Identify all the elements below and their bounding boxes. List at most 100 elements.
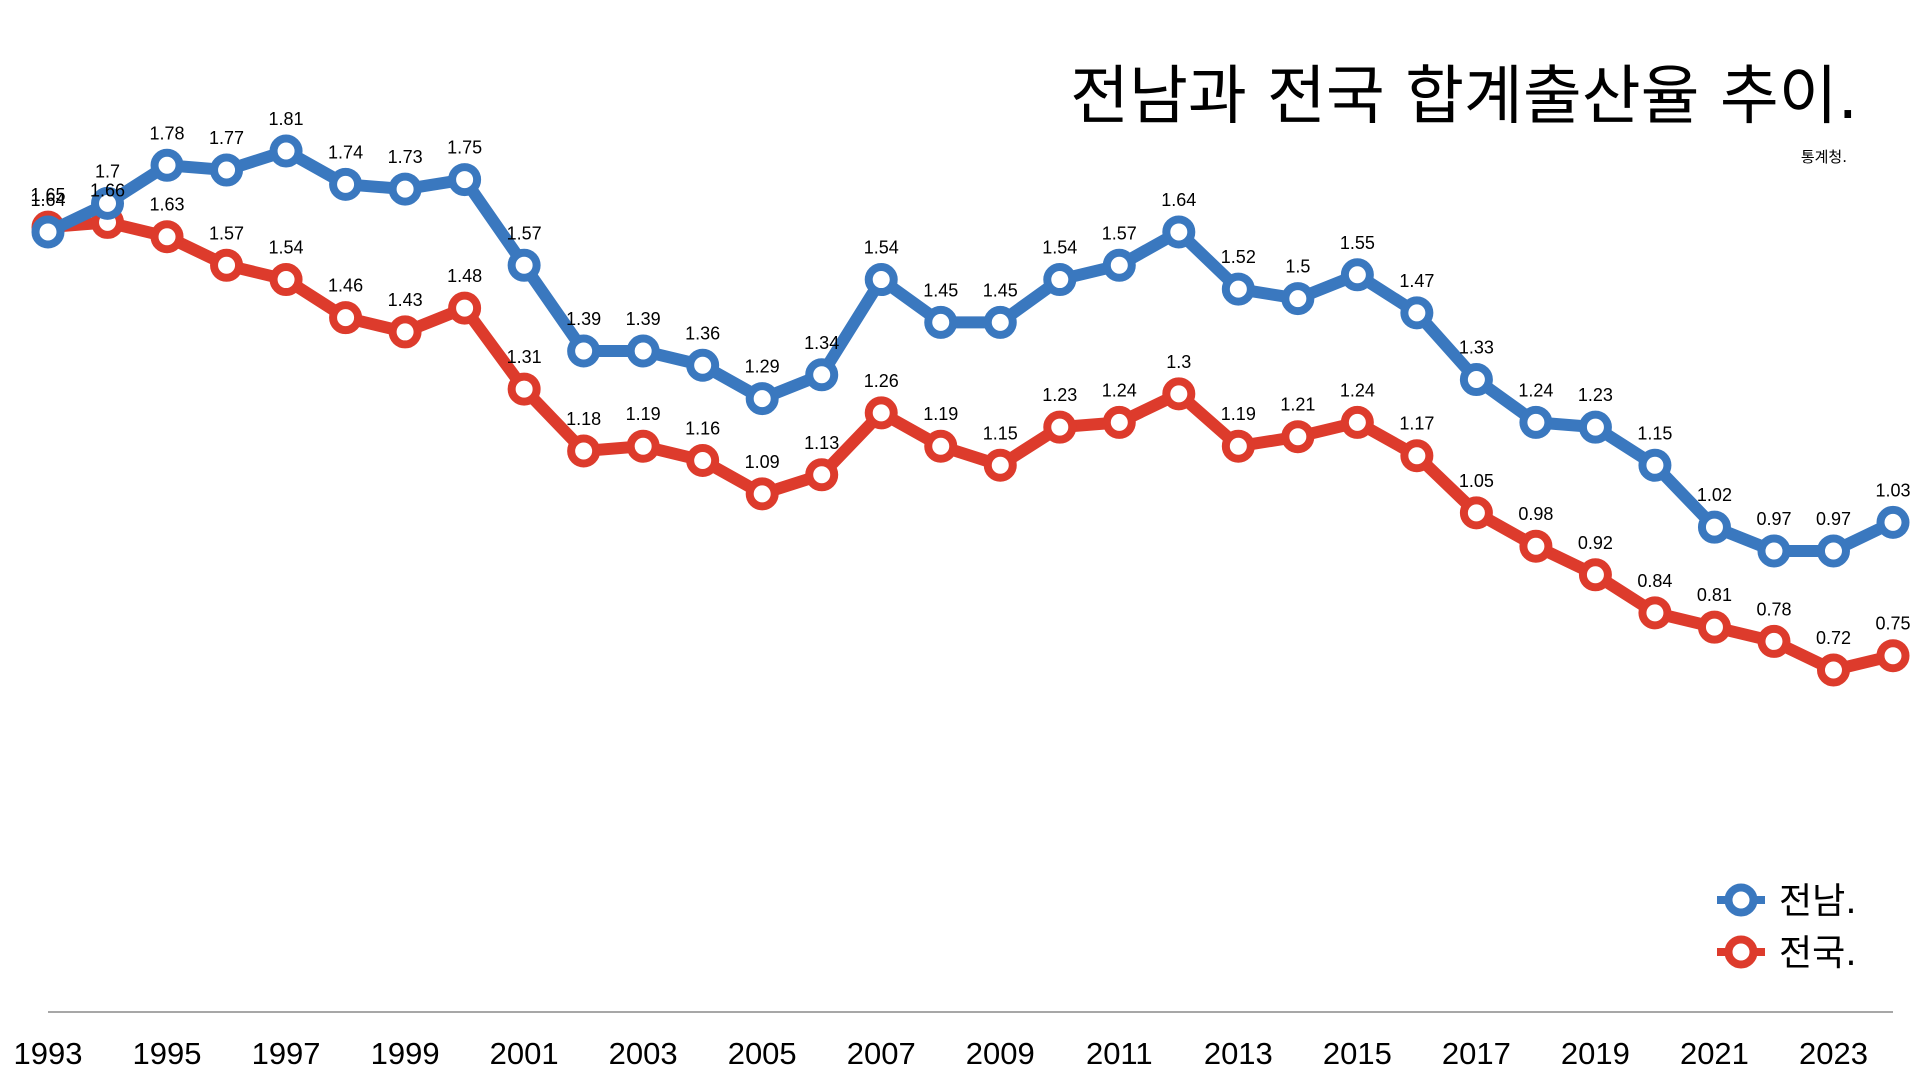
data-point — [1816, 653, 1850, 687]
data-point — [1043, 263, 1077, 297]
data-label: 1.09 — [745, 452, 780, 472]
data-point — [1816, 534, 1850, 568]
legend-swatch-marker — [1724, 935, 1758, 969]
data-point — [745, 477, 779, 511]
data-point — [329, 167, 363, 201]
data-label: 1.17 — [1399, 414, 1434, 434]
data-point — [864, 263, 898, 297]
data-label: 1.47 — [1399, 271, 1434, 291]
data-label: 1.21 — [1280, 395, 1315, 415]
data-point — [983, 305, 1017, 339]
legend-item: 전국. — [1717, 933, 1857, 974]
data-label: 0.92 — [1578, 533, 1613, 553]
data-label: 1.13 — [804, 433, 839, 453]
data-point — [1400, 439, 1434, 473]
data-point — [1638, 596, 1672, 630]
series-1 — [31, 205, 1910, 687]
data-label: 1.46 — [328, 276, 363, 296]
data-point — [1221, 272, 1255, 306]
data-point — [567, 434, 601, 468]
data-point — [805, 458, 839, 492]
data-label: 1.54 — [1042, 238, 1077, 258]
data-label: 1.23 — [1042, 385, 1077, 405]
data-point — [1400, 296, 1434, 330]
data-label: 1.73 — [388, 147, 423, 167]
legend-label: 전국. — [1779, 933, 1857, 974]
data-label: 0.97 — [1756, 509, 1791, 529]
data-label: 0.78 — [1756, 599, 1791, 619]
series-layer: 1.64 1.7 1.78 1.77 1.81 1.74 1.73 1.75 1.57 1.39 1… — [30, 109, 1911, 687]
x-tick-label: 2015 — [1323, 1036, 1392, 1071]
data-label: 1.57 — [209, 223, 244, 243]
data-label: 1.66 — [90, 180, 125, 200]
data-label: 1.15 — [1637, 423, 1672, 443]
data-point — [626, 334, 660, 368]
data-point — [1340, 258, 1374, 292]
x-tick-label: 2023 — [1799, 1036, 1868, 1071]
data-label: 1.18 — [566, 409, 601, 429]
data-label: 1.63 — [150, 195, 185, 215]
data-point — [210, 248, 244, 282]
data-point — [1281, 420, 1315, 454]
x-tick-label: 2003 — [609, 1036, 678, 1071]
data-point — [1578, 410, 1612, 444]
x-tick-label: 2009 — [966, 1036, 1035, 1071]
data-point — [686, 443, 720, 477]
data-point — [210, 153, 244, 187]
data-labels: 1.64 1.7 1.78 1.77 1.81 1.74 1.73 1.75 1.57 1.39 1… — [30, 109, 1910, 648]
data-label: 1.57 — [1102, 223, 1137, 243]
x-tick-label: 2005 — [728, 1036, 797, 1071]
data-point — [31, 215, 65, 249]
data-point — [507, 248, 541, 282]
data-label: 0.72 — [1816, 628, 1851, 648]
data-point — [1221, 429, 1255, 463]
data-label: 1.31 — [507, 347, 542, 367]
data-label: 1.19 — [923, 404, 958, 424]
data-point — [1459, 363, 1493, 397]
data-label: 1.05 — [1459, 471, 1494, 491]
data-point — [1281, 282, 1315, 316]
data-point — [448, 163, 482, 197]
data-label: 1.24 — [1102, 380, 1137, 400]
x-tick-label: 2021 — [1680, 1036, 1749, 1071]
data-label: 1.39 — [626, 309, 661, 329]
data-point — [1578, 558, 1612, 592]
data-label: 1.26 — [864, 371, 899, 391]
data-label: 1.7 — [95, 161, 120, 181]
data-label: 1.39 — [566, 309, 601, 329]
data-point — [1459, 496, 1493, 530]
data-point — [150, 220, 184, 254]
data-point — [1876, 639, 1910, 673]
data-point — [388, 315, 422, 349]
data-point — [864, 396, 898, 430]
x-axis-tick-labels: 1993 1995 1997 1999 2001 2003 2005 2007 2009 2011… — [14, 1036, 1868, 1071]
data-point — [1102, 248, 1136, 282]
data-point — [1162, 377, 1196, 411]
series-line-0 — [42, 145, 1899, 557]
data-point — [448, 291, 482, 325]
data-point — [1757, 624, 1791, 658]
data-label: 1.48 — [447, 266, 482, 286]
data-label: 0.97 — [1816, 509, 1851, 529]
data-point — [924, 429, 958, 463]
data-point — [1043, 410, 1077, 444]
data-point — [1876, 505, 1910, 539]
x-tick-label: 1997 — [252, 1036, 321, 1071]
data-point — [269, 263, 303, 297]
data-point — [388, 172, 422, 206]
data-label: 0.84 — [1637, 571, 1672, 591]
data-point — [626, 429, 660, 463]
data-point — [1519, 529, 1553, 563]
legend-item: 전남. — [1717, 881, 1857, 922]
source-note: 통계청. — [1801, 148, 1847, 166]
data-point — [1697, 610, 1731, 644]
data-point — [924, 305, 958, 339]
data-label: 1.64 — [30, 190, 65, 210]
data-point — [507, 372, 541, 406]
data-label: 1.55 — [1340, 233, 1375, 253]
data-point — [1340, 405, 1374, 439]
data-point — [1102, 405, 1136, 439]
legend: 전남. 전국. — [1717, 881, 1857, 974]
x-tick-label: 2017 — [1442, 1036, 1511, 1071]
